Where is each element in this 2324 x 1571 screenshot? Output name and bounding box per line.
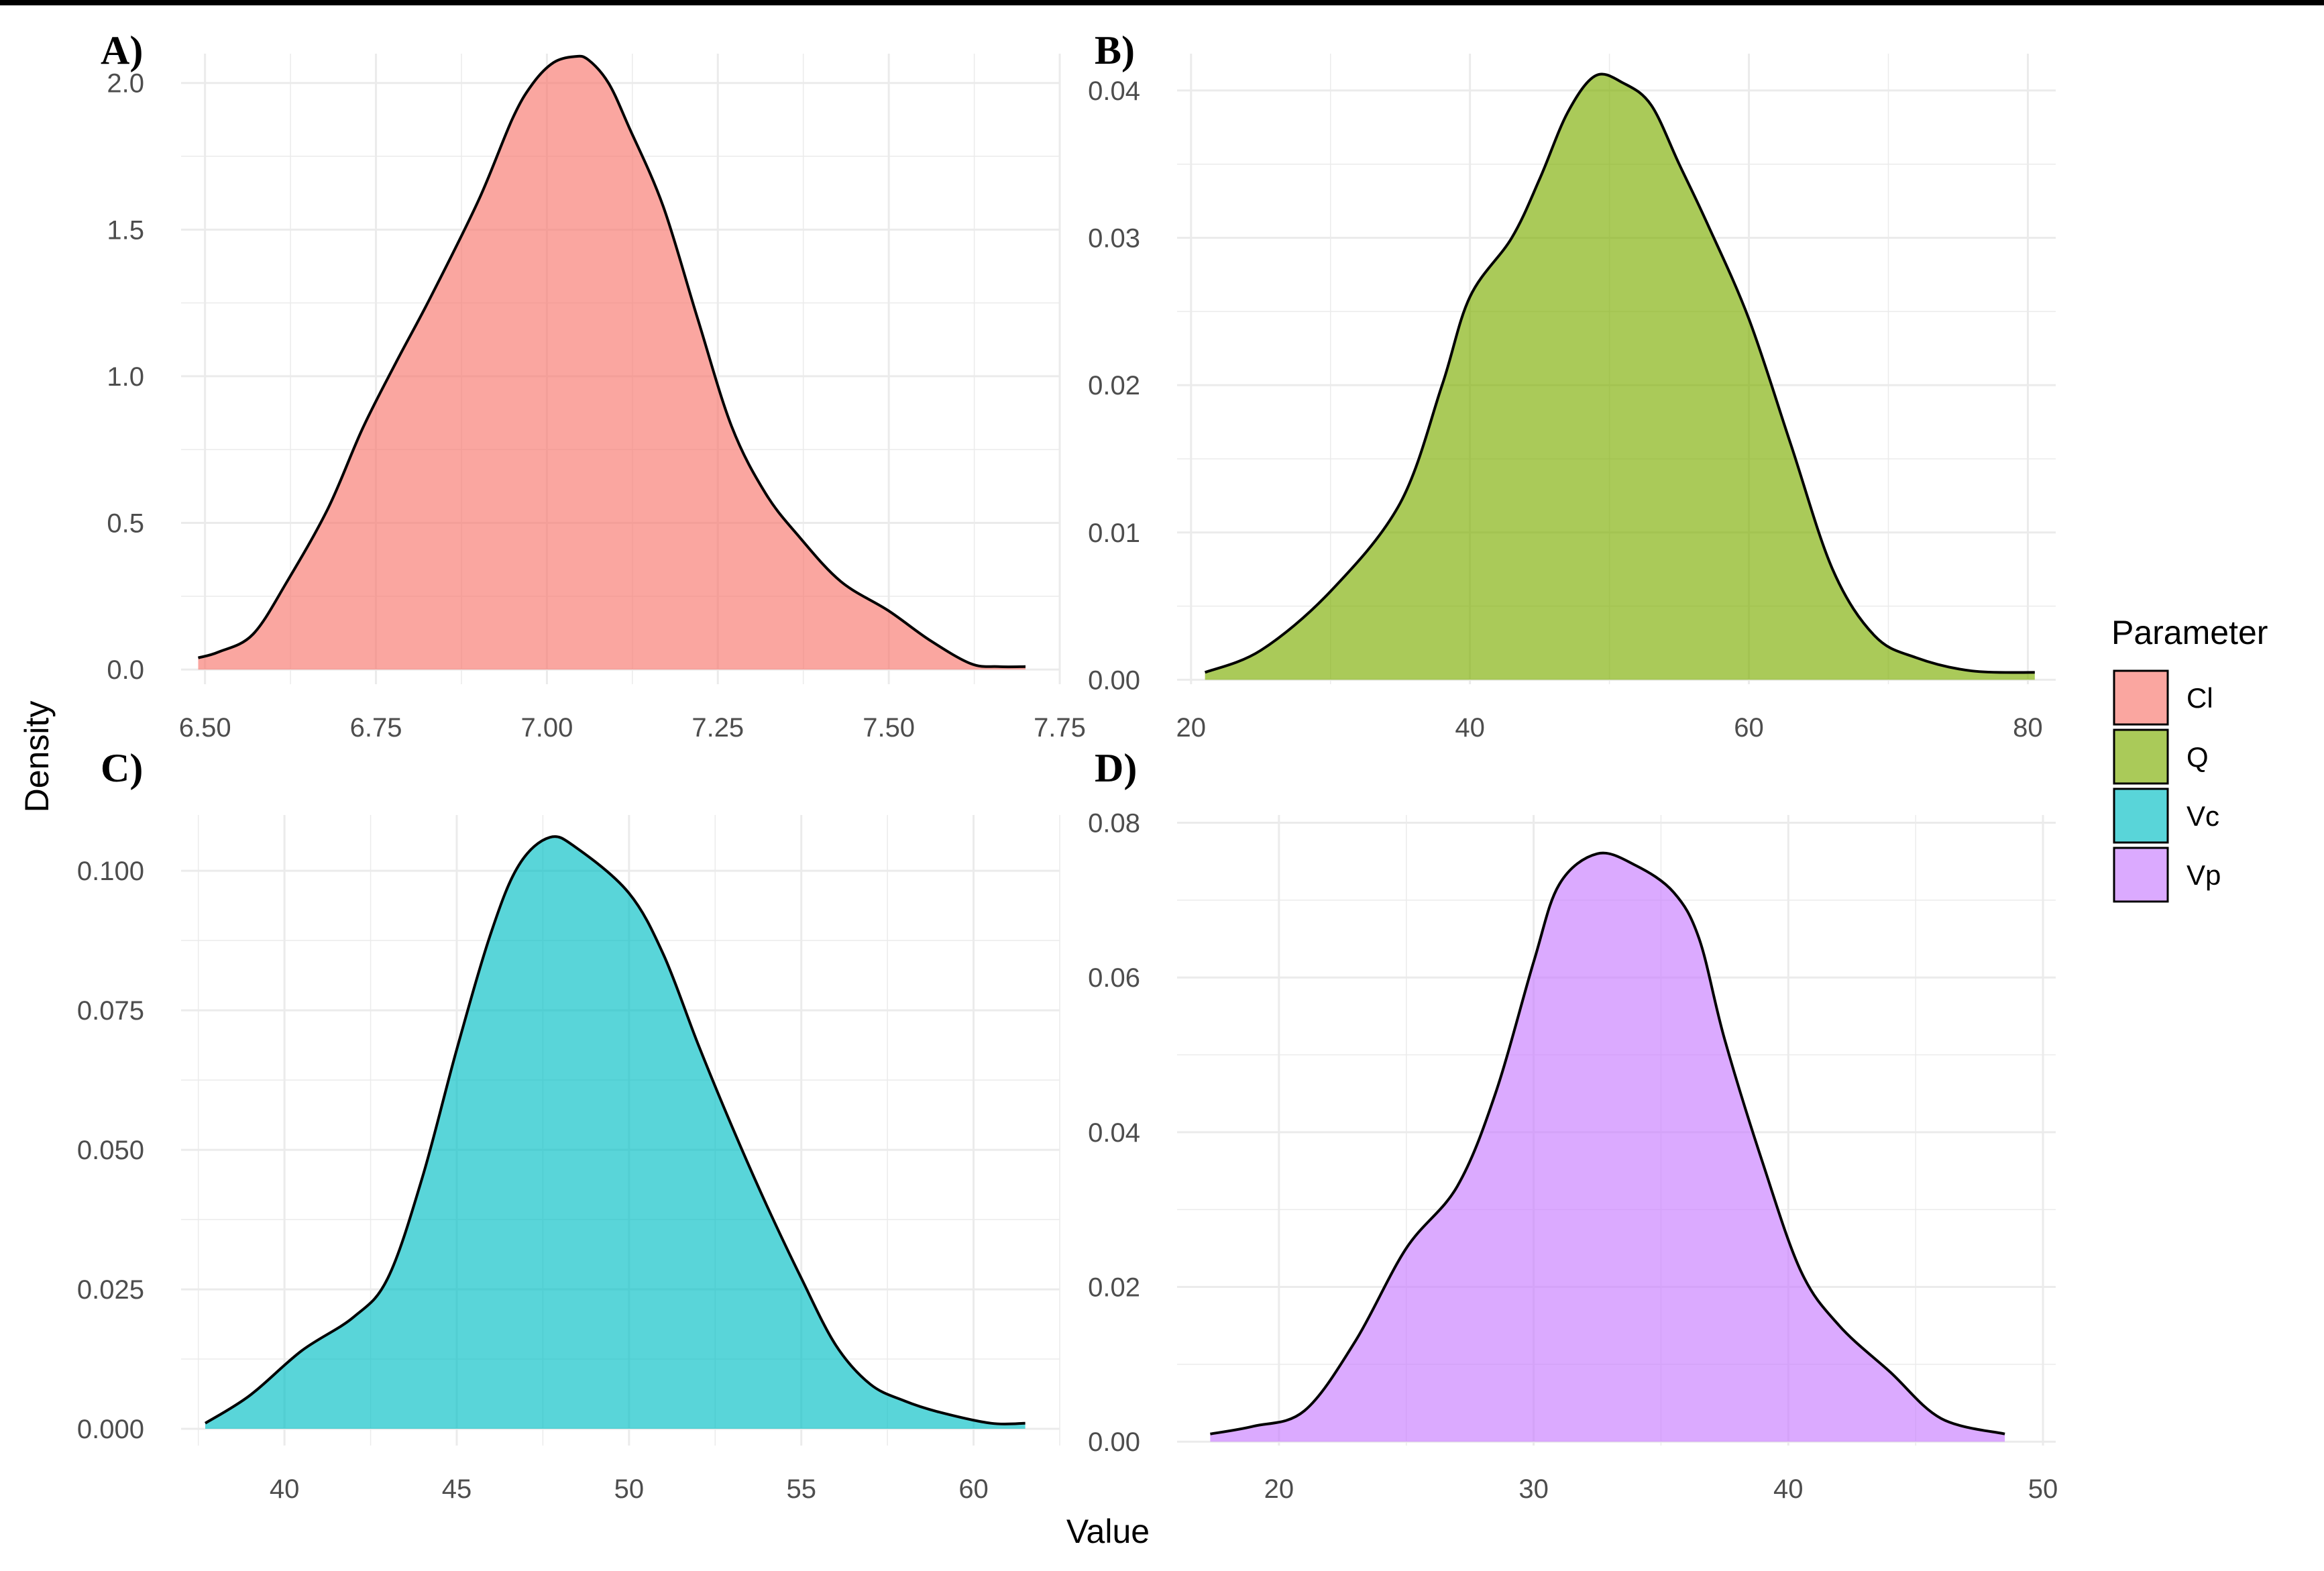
x-tick-label: 20: [1176, 713, 1207, 743]
x-tick-label: 40: [1455, 713, 1485, 743]
y-tick-label: 0.02: [1088, 1273, 1140, 1303]
y-tick-label: 0.00: [1088, 1427, 1140, 1457]
x-tick-label: 6.50: [179, 713, 231, 743]
y-tick-label: 0.03: [1088, 224, 1140, 254]
legend-swatch: [2113, 847, 2169, 903]
y-tick-label: 0.08: [1088, 809, 1140, 838]
y-tick-label: 0.050: [77, 1136, 144, 1165]
legend-label: Q: [2187, 741, 2209, 773]
panel-q: 20 40 60 80 0.00 0.01 0.02 0.03 0.04 B): [1088, 28, 2056, 743]
x-tick-label: 40: [270, 1474, 300, 1504]
x-tick-label: 6.75: [350, 713, 402, 743]
x-tick-label: 40: [1773, 1474, 1804, 1504]
density-curve-q: [1204, 72, 2035, 674]
legend-item-q: Q: [2113, 728, 2209, 785]
x-tick-label: 60: [958, 1474, 989, 1504]
x-tick-label: 80: [2013, 713, 2043, 743]
density-curve-cl: [197, 54, 1026, 669]
x-tick-label: 7.25: [691, 713, 744, 743]
y-tick-label: 0.04: [1088, 1118, 1140, 1148]
density-area-q: [1205, 74, 2035, 680]
legend-title: Parameter: [2111, 614, 2268, 651]
legend-item-vc: Vc: [2113, 788, 2219, 844]
x-axis-title: Value: [1066, 1513, 1150, 1550]
x-tick-label: 50: [2028, 1474, 2058, 1504]
x-tick-label: 7.75: [1034, 713, 1086, 743]
y-tick-label: 0.02: [1088, 371, 1140, 400]
x-tick-label: 30: [1518, 1474, 1549, 1504]
panel-label-cl: A): [101, 28, 143, 72]
legend-swatch: [2113, 788, 2169, 844]
y-tick-label: 0.0: [107, 655, 144, 685]
density-area-vc: [205, 836, 1026, 1429]
y-tick-label: 0.075: [77, 996, 144, 1026]
y-tick-label: 0.5: [107, 509, 144, 539]
panel-vc: 40 45 50 55 60 0.000 0.025 0.050 0.075 0.100 C): [77, 746, 1060, 1504]
legend-label: Vc: [2187, 800, 2219, 832]
legend-item-cl: Cl: [2113, 669, 2213, 726]
x-tick-label: 60: [1734, 713, 1764, 743]
y-tick-label: 1.5: [107, 215, 144, 245]
panel-label-q: B): [1095, 28, 1135, 72]
legend-label: Cl: [2187, 682, 2213, 714]
density-curve-vp: [1210, 851, 2005, 1435]
density-curve-vc: [204, 835, 1026, 1425]
x-tick-label: 45: [442, 1474, 472, 1504]
y-tick-label: 0.000: [77, 1415, 144, 1444]
legend-swatch: [2113, 669, 2169, 726]
y-tick-label: 2.0: [107, 69, 144, 99]
x-tick-label: 7.50: [863, 713, 915, 743]
panel-label-vc: C): [101, 746, 143, 790]
density-area-cl: [198, 56, 1026, 670]
panel-label-vp: D): [1095, 746, 1137, 790]
y-tick-label: 0.025: [77, 1275, 144, 1305]
legend: Parameter Cl Q Vc Vp: [2111, 614, 2268, 903]
panel-cl: 6.50 6.75 7.00 7.25 7.50 7.75 0.0 0.5 1.0 1.5 2.0A…: [101, 28, 1086, 743]
y-tick-label: 0.04: [1088, 76, 1140, 106]
y-tick-label: 1.0: [107, 362, 144, 392]
x-tick-label: 50: [614, 1474, 645, 1504]
y-tick-label: 0.01: [1088, 519, 1140, 548]
x-tick-label: 20: [1264, 1474, 1294, 1504]
legend-item-vp: Vp: [2113, 847, 2221, 903]
x-tick-label: 55: [786, 1474, 816, 1504]
y-axis-title: Density: [18, 701, 56, 813]
y-tick-label: 0.06: [1088, 963, 1140, 993]
y-tick-label: 0.100: [77, 857, 144, 886]
density-area-vp: [1210, 853, 2005, 1442]
y-tick-label: 0.00: [1088, 665, 1140, 695]
panel-vp: 20 30 40 50 0.00 0.02 0.04 0.06 0.08 D): [1088, 746, 2058, 1504]
legend-swatch: [2113, 728, 2169, 785]
legend-label: Vp: [2187, 859, 2221, 891]
top-border: [0, 0, 2324, 5]
x-tick-label: 7.00: [520, 713, 573, 743]
